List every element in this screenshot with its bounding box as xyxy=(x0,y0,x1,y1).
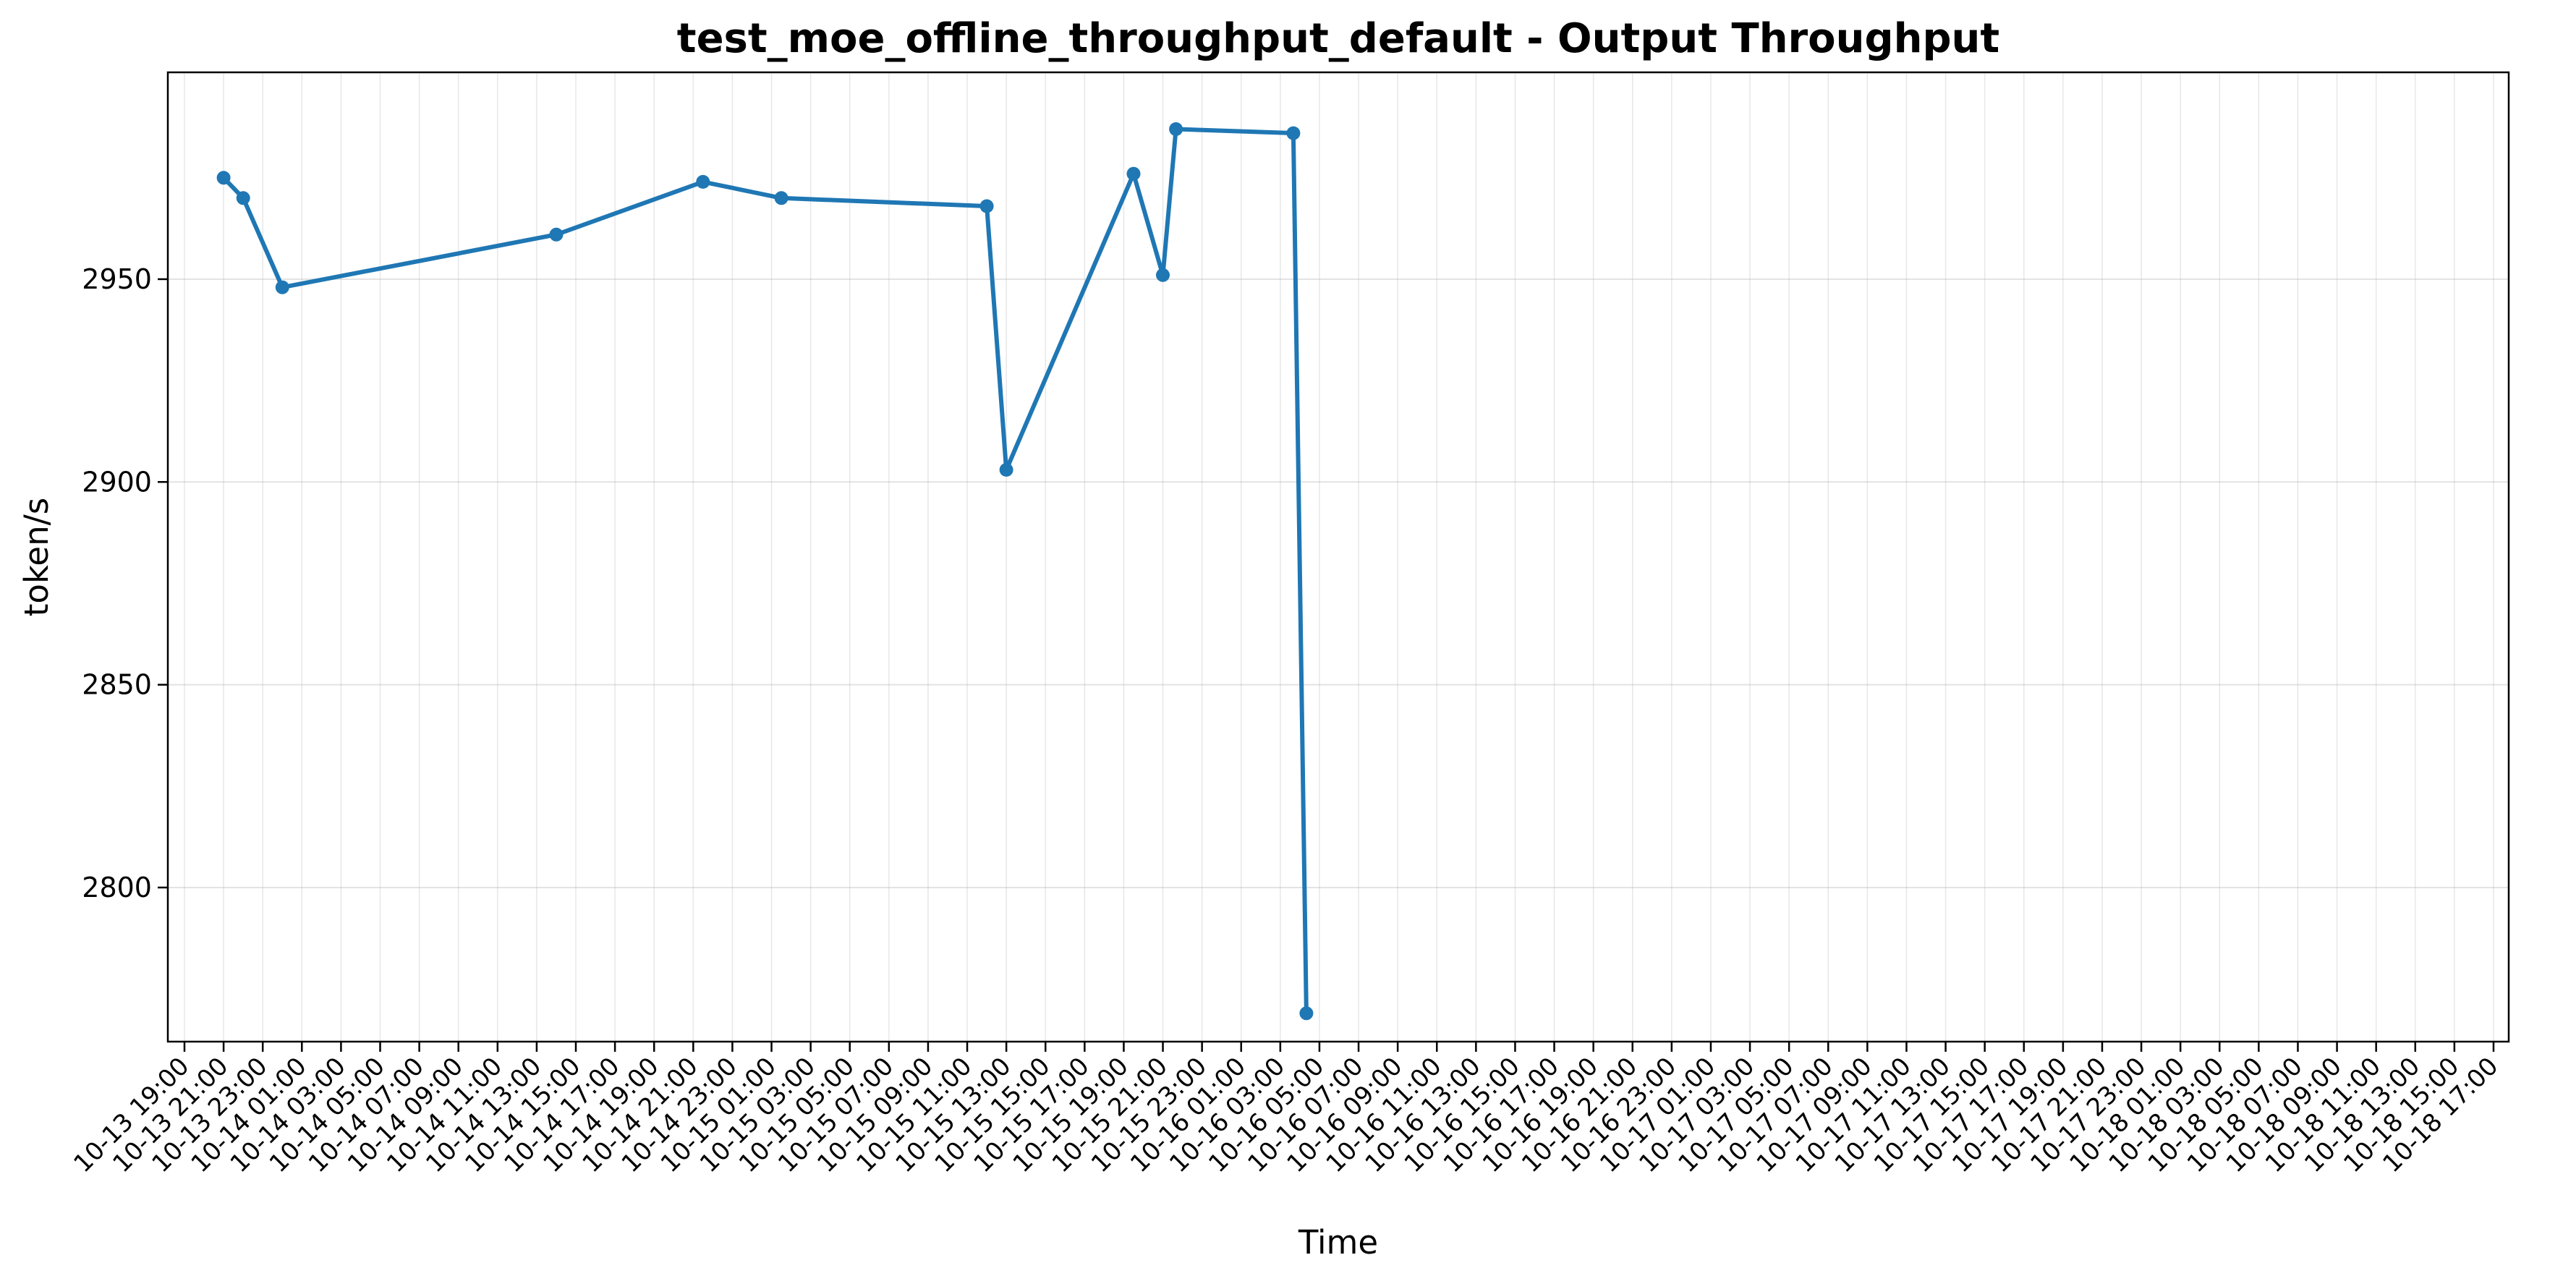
data-point xyxy=(549,227,564,242)
chart-title: test_moe_offline_throughput_default - Ou… xyxy=(677,15,1999,62)
data-point xyxy=(1286,126,1301,140)
y-tick-label: 2900 xyxy=(82,466,152,498)
data-point xyxy=(999,463,1013,477)
y-tick-label: 2950 xyxy=(82,263,152,295)
data-point xyxy=(1156,268,1170,282)
data-point xyxy=(216,171,231,185)
y-tick-label: 2800 xyxy=(82,872,152,903)
data-point xyxy=(275,280,289,294)
y-axis-label: token/s xyxy=(17,498,56,616)
y-tick-label: 2850 xyxy=(82,669,152,701)
plot-frame xyxy=(166,71,2510,1043)
series-layer xyxy=(216,122,1314,1021)
data-point xyxy=(774,191,788,205)
data-point xyxy=(1299,1006,1314,1021)
data-point xyxy=(1126,166,1141,181)
data-point xyxy=(979,199,994,213)
data-point xyxy=(1169,122,1183,136)
grid xyxy=(168,72,2509,1042)
y-axis: 2800 2850 2900 2950 xyxy=(82,263,168,903)
x-axis-label: Time xyxy=(1298,1223,1378,1262)
data-point xyxy=(236,191,250,205)
data-point xyxy=(696,174,710,189)
